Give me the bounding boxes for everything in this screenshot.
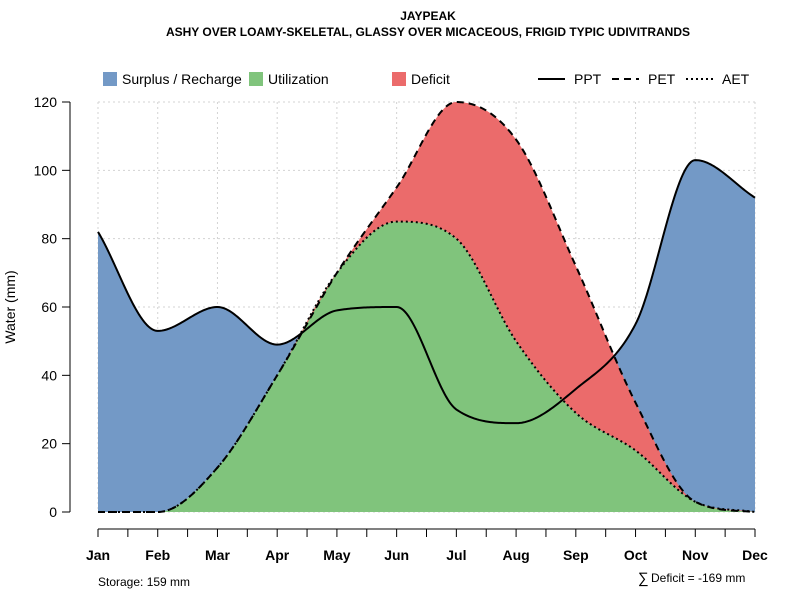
area-utilization — [98, 221, 755, 512]
y-tick-label: 20 — [41, 436, 57, 452]
x-tick-label-apr: Apr — [265, 547, 290, 563]
x-tick-label-dec: Dec — [742, 547, 768, 563]
legend-label: AET — [722, 71, 750, 87]
deficit-sum-icon: ∑ — [638, 570, 649, 587]
legend-label: Deficit — [411, 71, 450, 87]
x-tick-label-jun: Jun — [384, 547, 409, 563]
series-lines — [97, 100, 756, 513]
chart-subtitle: ASHY OVER LOAMY-SKELETAL, GLASSY OVER MI… — [166, 25, 690, 39]
x-ticks: Jan Feb Mar Apr May Jun Jul Aug Sep Oct Nov Dec — [86, 529, 768, 563]
legend-label: Surplus / Recharge — [122, 71, 242, 87]
legend-label: PET — [648, 71, 676, 87]
storage-label: Storage: 159 mm — [98, 575, 190, 589]
x-tick-label-oct: Oct — [624, 547, 648, 563]
series-line-aet — [98, 220, 756, 513]
legend-swatch-utilization — [249, 72, 263, 86]
deficit-label: Deficit = -169 mm — [651, 571, 745, 585]
x-tick-label-jan: Jan — [86, 547, 110, 563]
x-tick-label-nov: Nov — [682, 547, 709, 563]
y-tick-label: 40 — [41, 367, 57, 383]
x-tick-label-may: May — [323, 547, 350, 563]
x-tick-label-sep: Sep — [563, 547, 589, 563]
x-tick-label-feb: Feb — [145, 547, 170, 563]
y-ticks: 0 20 40 60 80 100 120 — [34, 94, 70, 520]
y-tick-label: 80 — [41, 231, 57, 247]
areas — [98, 102, 755, 512]
y-tick-label: 0 — [49, 504, 57, 520]
legend-swatch-surplus-recharge — [103, 72, 117, 86]
x-tick-label-jul: Jul — [446, 547, 466, 563]
legend: Surplus / Recharge Utilization Deficit PPT P… — [103, 71, 750, 87]
area-deficit — [98, 102, 755, 512]
legend-swatch-deficit — [392, 72, 406, 86]
y-tick-label: 60 — [41, 299, 57, 315]
x-tick-label-aug: Aug — [502, 547, 529, 563]
legend-label: PPT — [574, 71, 602, 87]
series-line-ppt — [97, 159, 756, 425]
y-axis-title: Water (mm) — [2, 270, 18, 343]
y-tick-label: 100 — [34, 162, 58, 178]
x-tick-label-mar: Mar — [205, 547, 230, 563]
legend-label: Utilization — [268, 71, 329, 87]
chart-title: JAYPEAK — [400, 9, 456, 23]
y-tick-label: 120 — [34, 94, 58, 110]
